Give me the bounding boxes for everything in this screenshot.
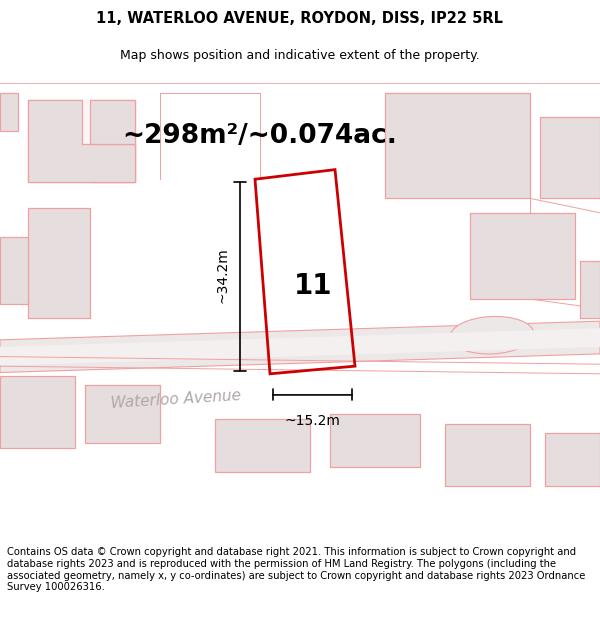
Polygon shape bbox=[85, 386, 160, 443]
Polygon shape bbox=[0, 328, 600, 366]
Polygon shape bbox=[215, 419, 310, 472]
Polygon shape bbox=[470, 213, 575, 299]
Polygon shape bbox=[90, 99, 135, 144]
Text: Map shows position and indicative extent of the property.: Map shows position and indicative extent… bbox=[120, 49, 480, 62]
Polygon shape bbox=[90, 144, 135, 182]
Polygon shape bbox=[385, 93, 530, 198]
Polygon shape bbox=[545, 433, 600, 486]
Polygon shape bbox=[0, 376, 75, 448]
Text: ~34.2m: ~34.2m bbox=[215, 248, 229, 303]
Polygon shape bbox=[540, 117, 600, 198]
Ellipse shape bbox=[450, 316, 534, 354]
Text: ~298m²/~0.074ac.: ~298m²/~0.074ac. bbox=[122, 123, 397, 149]
Text: ~15.2m: ~15.2m bbox=[284, 414, 340, 428]
Polygon shape bbox=[0, 321, 600, 372]
Polygon shape bbox=[330, 414, 420, 467]
Polygon shape bbox=[580, 261, 600, 318]
Polygon shape bbox=[28, 99, 135, 182]
Text: Waterloo Avenue: Waterloo Avenue bbox=[110, 388, 241, 411]
Polygon shape bbox=[28, 99, 135, 182]
Polygon shape bbox=[445, 424, 530, 486]
Polygon shape bbox=[82, 99, 135, 144]
Polygon shape bbox=[0, 93, 18, 131]
Polygon shape bbox=[0, 237, 28, 304]
Text: 11: 11 bbox=[293, 272, 332, 300]
Polygon shape bbox=[28, 208, 90, 318]
Text: 11, WATERLOO AVENUE, ROYDON, DISS, IP22 5RL: 11, WATERLOO AVENUE, ROYDON, DISS, IP22 … bbox=[97, 11, 503, 26]
Text: Contains OS data © Crown copyright and database right 2021. This information is : Contains OS data © Crown copyright and d… bbox=[7, 548, 586, 592]
